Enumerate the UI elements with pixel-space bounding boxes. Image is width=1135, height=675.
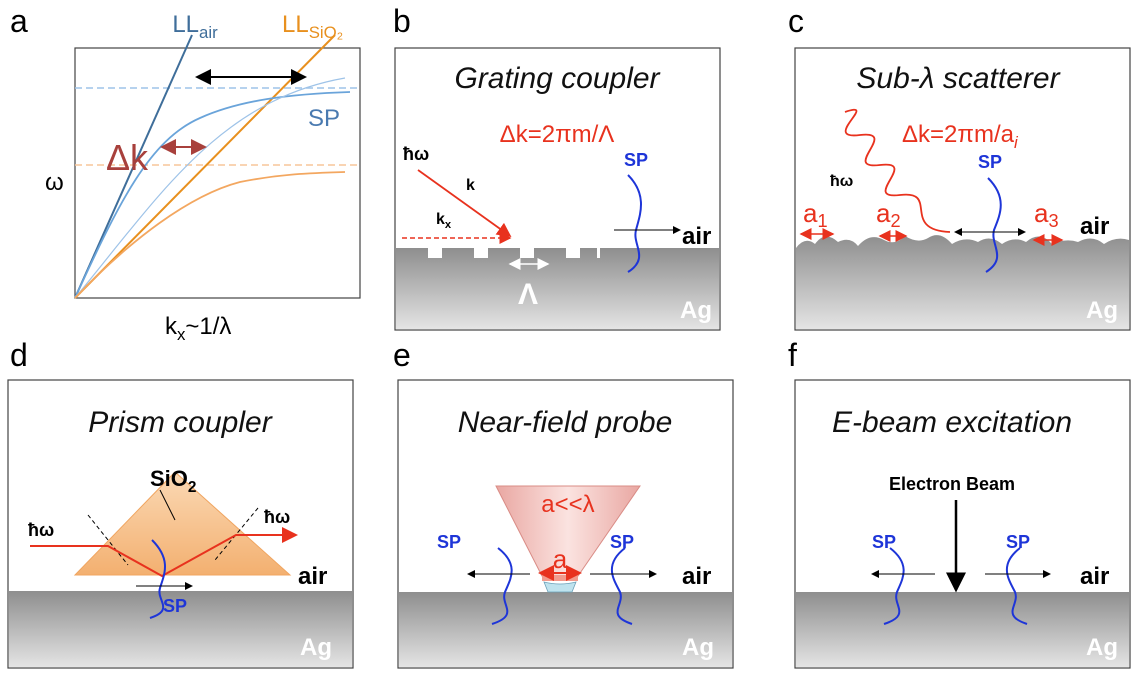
- panel-letter: a: [10, 3, 28, 39]
- medium-label: air: [682, 223, 711, 250]
- wavevector-label: k: [466, 177, 475, 194]
- panel-title: Grating coupler: [454, 62, 660, 95]
- aperture-label: a: [553, 544, 568, 574]
- panel-b: b Grating coupler Δk=2πm/Λ ħω k kx Λ SP …: [393, 3, 720, 330]
- subscript: air: [199, 23, 218, 42]
- label: k: [436, 211, 445, 228]
- metal-grating: [396, 248, 719, 329]
- metal-label: Ag: [300, 634, 332, 661]
- subscript: 2: [890, 211, 900, 231]
- sp-label: SP: [610, 532, 634, 552]
- photon-label: ħω: [28, 520, 54, 540]
- x-axis-label: kx~1/λ: [165, 313, 231, 344]
- label: a: [1034, 198, 1049, 228]
- light-line-label: LLSiO₂: [282, 11, 343, 42]
- panel-title: Near-field probe: [458, 406, 673, 439]
- panel-letter: d: [10, 337, 28, 373]
- medium-label: air: [298, 563, 327, 590]
- panel-f: f E-beam excitation Electron Beam SP SP …: [788, 337, 1130, 668]
- sp-label: SP: [308, 105, 340, 132]
- panel-title: Sub-λ scatterer: [856, 62, 1060, 95]
- label: LL: [172, 11, 199, 38]
- medium-label: air: [1080, 213, 1109, 240]
- metal-film: [796, 592, 1129, 667]
- subscript: 3: [1048, 211, 1058, 231]
- subscript: 2: [188, 479, 197, 496]
- label: Δk=2πm/a: [902, 121, 1015, 148]
- light-line-label: LLair: [172, 11, 218, 42]
- panel-a: a LLair LLSiO₂ SP Δk ω kx~1/λ: [10, 3, 360, 344]
- photon-label: ħω: [830, 173, 853, 190]
- label: a: [803, 198, 818, 228]
- photon-label: ħω: [403, 144, 429, 164]
- sp-label: SP: [624, 150, 648, 170]
- panel-letter: b: [393, 3, 411, 39]
- panel-c: c Sub-λ scatterer Δk=2πm/ai ħω SP a1 a2 …: [788, 3, 1130, 330]
- sp-label: SP: [1006, 532, 1030, 552]
- rough-metal: [796, 235, 1129, 329]
- beam-label: Electron Beam: [889, 474, 1015, 494]
- panel-letter: e: [393, 337, 411, 373]
- label: ~1/λ: [185, 313, 231, 340]
- metal-label: Ag: [1086, 297, 1118, 324]
- delta-k-label: Δk: [106, 137, 149, 178]
- panel-e: e Near-field probe a<<λ a SP SP air Ag: [393, 337, 733, 668]
- panel-title: E-beam excitation: [832, 406, 1072, 439]
- sp-label: SP: [437, 532, 461, 552]
- medium-label: air: [682, 563, 711, 590]
- subscript: 1: [817, 211, 827, 231]
- page: Surface plasmon excitation schemes {"pan…: [0, 0, 1135, 675]
- panel-title: Prism coupler: [88, 406, 272, 439]
- metal-label: Ag: [1086, 634, 1118, 661]
- body: a LLair LLSiO₂ SP Δk ω kx~1/λ b Grating …: [0, 0, 1135, 675]
- sp-label: SP: [872, 532, 896, 552]
- metal-label: Ag: [680, 297, 712, 324]
- sp-label: SP: [163, 596, 187, 616]
- panel-d: d Prism coupler SiO2 ħω ħω SP air Ag: [8, 337, 353, 668]
- subscript: SiO₂: [309, 23, 344, 42]
- y-axis-label: ω: [45, 169, 64, 196]
- medium-label: air: [1080, 563, 1109, 590]
- label: a: [876, 198, 891, 228]
- sp-label: SP: [978, 152, 1002, 172]
- panel-letter: f: [788, 337, 797, 373]
- period-label: Λ: [518, 278, 538, 311]
- tip-label: a<<λ: [541, 491, 594, 518]
- metal-label: Ag: [682, 634, 714, 661]
- panel-letter: c: [788, 3, 804, 39]
- photon-label: ħω: [264, 507, 290, 527]
- formula: Δk=2πm/ai: [902, 121, 1019, 152]
- formula: Δk=2πm/Λ: [500, 121, 615, 148]
- aperture: [542, 575, 578, 581]
- label: LL: [282, 11, 309, 38]
- subscript: x: [445, 219, 452, 231]
- label: SiO: [150, 466, 188, 491]
- figure: a LLair LLSiO₂ SP Δk ω kx~1/λ b Grating …: [0, 0, 1135, 675]
